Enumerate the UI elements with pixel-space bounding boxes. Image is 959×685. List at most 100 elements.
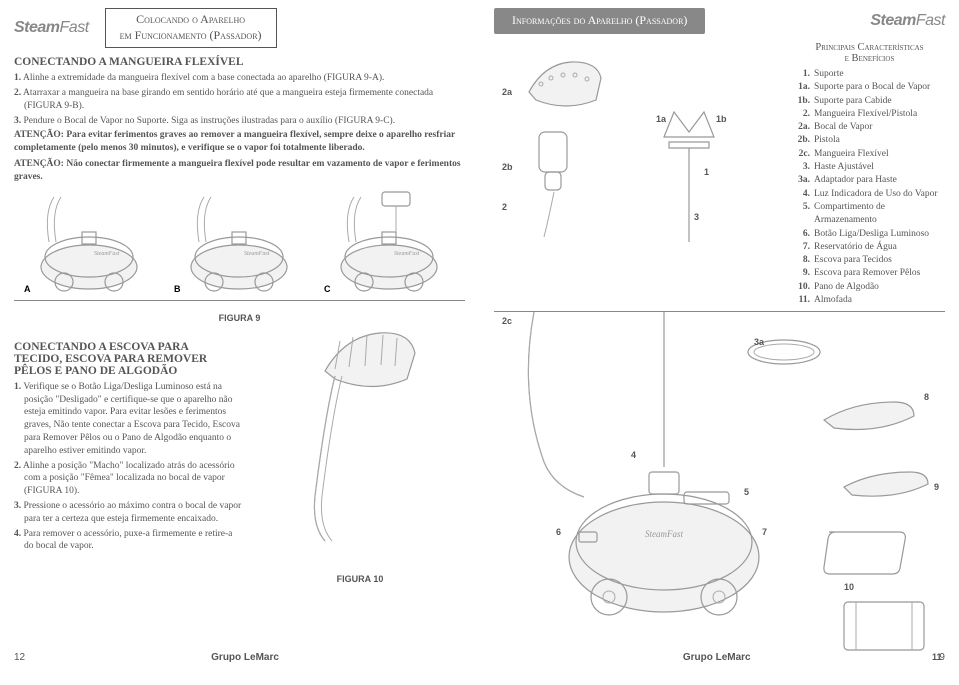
feature-label: Escova para Tecidos	[814, 254, 945, 267]
feature-num: 1a.	[794, 81, 814, 94]
divider-left	[14, 300, 465, 301]
feature-row: 10.Pano de Algodão	[794, 281, 945, 294]
lower-diagram: SteamFast 2c 3a	[494, 312, 945, 682]
callout-10: 10	[844, 582, 854, 592]
feature-row: 1b.Suporte para Cabide	[794, 95, 945, 108]
section1-body: 1. Alinhe a extremidade da mangueira fle…	[14, 72, 465, 184]
feature-row: 4.Luz Indicadora de Uso do Vapor	[794, 188, 945, 201]
callout-5: 5	[744, 487, 749, 497]
feature-row: 2b.Pistola	[794, 134, 945, 147]
feature-num: 6.	[794, 228, 814, 241]
callout-1b: 1b	[716, 114, 727, 124]
feature-num: 2.	[794, 108, 814, 121]
callout-7: 7	[762, 527, 767, 537]
brand-logo-left: SteamFast	[14, 19, 89, 37]
feature-num: 1b.	[794, 95, 814, 108]
feature-row: 2.Mangueira Flexível/Pistola	[794, 108, 945, 121]
upper-diagram: 2a 2b 2 1a 1b 1 3	[494, 42, 784, 242]
s2-step4: 4. Para remover o acessório, puxe-a firm…	[14, 528, 243, 554]
callout-1: 1	[704, 167, 709, 177]
feature-row: 5.Compartimento de Armazenamento	[794, 201, 945, 228]
feature-label: Mangueira Flexível	[814, 148, 945, 161]
feature-label: Almofada	[814, 294, 945, 307]
feature-num: 2b.	[794, 134, 814, 147]
page-left: SteamFast Colocando o Aparelho em Funcio…	[0, 0, 479, 667]
svg-text:SteamFast: SteamFast	[244, 251, 270, 257]
page-num-left: 12	[14, 652, 25, 663]
s2-title1: CONECTANDO A ESCOVA PARA	[14, 341, 243, 353]
figA-label: A	[24, 284, 31, 294]
feature-num: 10.	[794, 281, 814, 294]
callout-3: 3	[694, 212, 699, 222]
s2-step3: 3. Pressione o acessório ao máximo contr…	[14, 500, 243, 526]
svg-text:SteamFast: SteamFast	[394, 251, 420, 257]
feature-num: 3a.	[794, 174, 814, 187]
feature-label: Bocal de Vapor	[814, 121, 945, 134]
feature-label: Luz Indicadora de Uso do Vapor	[814, 188, 945, 201]
features-title1: Principais Características	[794, 42, 945, 53]
header-row-right: Informações do Aparelho (Passador) Steam…	[494, 8, 945, 34]
s2-title3: PÊLOS E PANO DE ALGODÃO	[14, 365, 243, 377]
feature-num: 2a.	[794, 121, 814, 134]
s1-step1: 1. Alinhe a extremidade da mangueira fle…	[14, 72, 465, 85]
feature-row: 6.Botão Liga/Desliga Luminoso	[794, 228, 945, 241]
feature-label: Botão Liga/Desliga Luminoso	[814, 228, 945, 241]
features-title2: e Benefícios	[794, 53, 945, 64]
feature-num: 9.	[794, 267, 814, 280]
feature-row: 3.Haste Ajustável	[794, 161, 945, 174]
feature-num: 4.	[794, 188, 814, 201]
s1-step2: 2. Atarraxar a mangueira na base girando…	[14, 87, 465, 113]
callout-2c: 2c	[502, 316, 512, 326]
features-list: 1.Suporte1a.Suporte para o Bocal de Vapo…	[794, 68, 945, 307]
feature-label: Mangueira Flexível/Pistola	[814, 108, 945, 121]
callout-2b: 2b	[502, 162, 513, 172]
figure10-area: FIGURA 10	[255, 331, 465, 584]
section2: CONECTANDO A ESCOVA PARA TECIDO, ESCOVA …	[14, 331, 243, 584]
footer-left: 12 Grupo LeMarc	[0, 652, 479, 663]
feature-num: 2c.	[794, 148, 814, 161]
feature-label: Suporte	[814, 68, 945, 81]
page-num-right: 9	[939, 652, 945, 663]
callout-6: 6	[556, 527, 561, 537]
feature-row: 2a.Bocal de Vapor	[794, 121, 945, 134]
s1-warn2: ATENÇÃO: Não conectar firmemente a mangu…	[14, 158, 465, 184]
feature-row: 1.Suporte	[794, 68, 945, 81]
callout-3a: 3a	[754, 337, 764, 347]
s2-step1: 1. Verifique se o Botão Liga/Desliga Lum…	[14, 381, 243, 458]
callout-1a: 1a	[656, 114, 666, 124]
feature-row: 9.Escova para Remover Pêlos	[794, 267, 945, 280]
feature-row: 1a.Suporte para o Bocal de Vapor	[794, 81, 945, 94]
feature-row: 8.Escova para Tecidos	[794, 254, 945, 267]
feature-label: Adaptador para Haste	[814, 174, 945, 187]
footer-brand-left: Grupo LeMarc	[211, 652, 279, 663]
feature-label: Compartimento de Armazenamento	[814, 201, 945, 228]
feature-num: 3.	[794, 161, 814, 174]
callout-2a: 2a	[502, 87, 512, 97]
figC-label: C	[324, 284, 331, 294]
brand-logo-right: SteamFast	[870, 12, 945, 30]
s2-title2: TECIDO, ESCOVA PARA REMOVER	[14, 353, 243, 365]
title-box-right: Informações do Aparelho (Passador)	[494, 8, 705, 34]
feature-row: 3a.Adaptador para Haste	[794, 174, 945, 187]
feature-row: 11.Almofada	[794, 294, 945, 307]
header-row-left: SteamFast Colocando o Aparelho em Funcio…	[14, 8, 465, 48]
svg-text:SteamFast: SteamFast	[645, 529, 683, 539]
section1-title: CONECTANDO A MANGUEIRA FLEXÍVEL	[14, 56, 465, 68]
callout-9: 9	[934, 482, 939, 492]
feature-label: Suporte para Cabide	[814, 95, 945, 108]
callout-2: 2	[502, 202, 507, 212]
fig9-label: FIGURA 9	[14, 313, 465, 323]
feature-label: Pano de Algodão	[814, 281, 945, 294]
footer-brand-right: Grupo LeMarc	[683, 652, 751, 663]
features-block: Principais Características e Benefícios …	[794, 42, 945, 307]
feature-num: 11.	[794, 294, 814, 307]
fig10-label: FIGURA 10	[255, 574, 465, 584]
feature-label: Escova para Remover Pêlos	[814, 267, 945, 280]
feature-label: Haste Ajustável	[814, 161, 945, 174]
feature-label: Suporte para o Bocal de Vapor	[814, 81, 945, 94]
callout-4: 4	[631, 450, 636, 460]
feature-row: 7.Reservatório de Água	[794, 241, 945, 254]
title-line2: em Funcionamento (Passador)	[120, 28, 262, 44]
feature-row: 2c.Mangueira Flexível	[794, 148, 945, 161]
feature-num: 8.	[794, 254, 814, 267]
